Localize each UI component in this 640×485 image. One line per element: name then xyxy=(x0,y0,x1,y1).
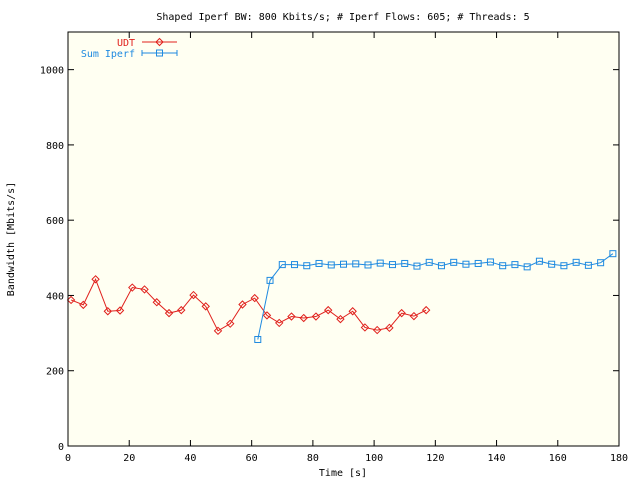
data-point xyxy=(511,261,519,269)
data-point xyxy=(360,323,370,332)
y-tick-label: 800 xyxy=(46,141,64,152)
data-point xyxy=(327,261,335,269)
series-sum-iperf xyxy=(254,250,617,343)
legend-label: Sum Iperf xyxy=(81,49,135,60)
data-point xyxy=(437,262,445,270)
data-point xyxy=(474,259,482,267)
data-point xyxy=(421,305,431,315)
data-point xyxy=(352,260,360,268)
data-point xyxy=(548,260,556,268)
legend-label: UDT xyxy=(117,38,135,49)
data-point xyxy=(266,276,274,284)
data-point xyxy=(66,295,76,305)
x-axis-label: Time [s] xyxy=(319,468,367,479)
data-point xyxy=(364,261,372,269)
legend-marker xyxy=(155,37,164,47)
data-point xyxy=(336,314,345,324)
x-tick-label: 140 xyxy=(488,453,506,464)
x-tick-label: 80 xyxy=(307,453,319,464)
data-point xyxy=(535,257,543,265)
data-point xyxy=(388,261,396,269)
data-point xyxy=(303,262,311,270)
data-point xyxy=(315,259,323,267)
data-point xyxy=(262,311,272,320)
data-point xyxy=(450,258,458,266)
data-point xyxy=(250,293,259,303)
y-tick-label: 1000 xyxy=(40,66,64,77)
data-point xyxy=(291,261,299,269)
chart-title: Shaped Iperf BW: 800 Kbits/s; # Iperf Fl… xyxy=(156,12,529,23)
data-point xyxy=(584,261,592,269)
x-tick-label: 180 xyxy=(610,453,628,464)
data-point xyxy=(609,250,617,258)
data-point xyxy=(413,262,421,270)
data-point xyxy=(299,313,308,323)
x-tick-label: 60 xyxy=(246,453,258,464)
data-point xyxy=(115,306,125,315)
data-point xyxy=(254,335,262,343)
data-point xyxy=(275,318,284,328)
data-point xyxy=(462,260,470,268)
legend-entry: UDT xyxy=(117,37,177,49)
y-axis-label: Bandwidth [Mbits/s] xyxy=(6,182,17,296)
data-point xyxy=(409,311,419,321)
data-point xyxy=(238,300,247,309)
x-tick-label: 40 xyxy=(184,453,196,464)
data-point xyxy=(140,285,149,294)
data-point xyxy=(560,262,568,270)
data-point xyxy=(177,305,186,315)
data-point xyxy=(287,312,296,321)
x-tick-label: 120 xyxy=(426,453,444,464)
x-tick-label: 0 xyxy=(65,453,71,464)
data-point xyxy=(278,261,286,269)
data-point xyxy=(226,319,235,328)
data-point xyxy=(201,302,210,311)
plot-area xyxy=(68,32,619,446)
series-line xyxy=(257,253,614,340)
data-point xyxy=(486,258,494,266)
data-point xyxy=(189,290,198,300)
data-point xyxy=(376,259,384,267)
data-point xyxy=(213,326,223,336)
data-point xyxy=(164,308,174,318)
data-point xyxy=(103,307,113,316)
data-point xyxy=(311,312,321,321)
data-point xyxy=(91,275,100,284)
data-point xyxy=(372,325,382,335)
data-point xyxy=(128,283,137,292)
data-point xyxy=(597,259,605,267)
y-tick-label: 0 xyxy=(58,442,64,453)
plot-frame xyxy=(67,31,620,447)
series-udt xyxy=(66,275,431,336)
data-point xyxy=(348,307,357,316)
y-tick-label: 600 xyxy=(46,216,64,227)
data-point xyxy=(340,260,347,268)
data-point xyxy=(397,308,406,318)
y-tick-label: 400 xyxy=(46,291,64,302)
data-point xyxy=(401,259,409,267)
series-line xyxy=(70,278,427,332)
data-point xyxy=(572,258,580,266)
data-point xyxy=(152,298,161,307)
x-tick-label: 100 xyxy=(365,453,383,464)
y-tick-label: 200 xyxy=(46,367,64,378)
data-point xyxy=(499,262,507,270)
x-tick-label: 160 xyxy=(549,453,567,464)
data-point xyxy=(323,305,333,315)
data-point xyxy=(385,323,394,333)
data-point xyxy=(523,263,531,271)
legend-entry: Sum Iperf xyxy=(81,49,178,60)
legend-marker xyxy=(156,49,163,57)
data-point xyxy=(79,300,88,310)
x-tick-label: 20 xyxy=(123,453,135,464)
data-point xyxy=(425,258,433,266)
